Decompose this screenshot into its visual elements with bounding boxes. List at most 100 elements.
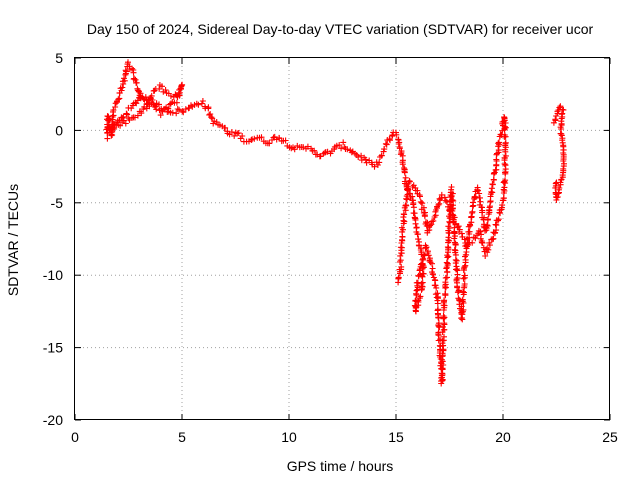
data-point [460, 275, 467, 282]
data-point [266, 140, 273, 147]
data-point [125, 59, 131, 66]
data-point [466, 228, 473, 235]
data-point [119, 115, 126, 121]
data-point [461, 263, 468, 270]
data-point [134, 97, 141, 104]
data-point [131, 75, 138, 82]
data-point [410, 210, 417, 217]
y-tick-label: -10 [43, 267, 63, 283]
data-point [415, 236, 422, 243]
data-point [405, 180, 412, 186]
data-point [439, 365, 446, 372]
data-point [492, 221, 499, 228]
data-point [395, 141, 402, 147]
data-point [125, 115, 132, 122]
data-point [441, 320, 448, 327]
data-point [157, 112, 164, 119]
data-point [291, 146, 298, 153]
data-point [235, 130, 242, 136]
data-point [387, 137, 393, 144]
data-point [121, 75, 127, 82]
data-point [468, 213, 475, 220]
data-point [480, 244, 487, 251]
data-point [398, 250, 405, 257]
data-point [478, 231, 485, 238]
x-axis-label: GPS time / hours [287, 458, 394, 474]
data-point [248, 137, 255, 143]
data-point [174, 93, 181, 100]
data-point [159, 83, 165, 90]
data-point [371, 163, 378, 170]
data-point [413, 298, 420, 305]
data-point [132, 76, 139, 83]
data-point [397, 258, 403, 265]
data-point [402, 207, 409, 214]
data-point [213, 119, 220, 125]
data-point [336, 142, 343, 148]
data-point [554, 108, 561, 115]
data-point [440, 313, 447, 319]
data-point [417, 198, 424, 205]
data-point [501, 126, 508, 133]
data-point [452, 241, 459, 248]
data-point [205, 105, 212, 112]
data-point [142, 94, 149, 101]
data-point [553, 179, 560, 186]
data-point [162, 87, 169, 93]
data-point [382, 140, 389, 147]
data-point [419, 257, 426, 263]
data-point [378, 152, 385, 159]
data-point [420, 209, 427, 216]
data-point [431, 214, 438, 220]
data-point [424, 227, 431, 234]
data-point [144, 100, 151, 107]
data-point [282, 137, 289, 144]
data-point [444, 260, 451, 267]
data-point [195, 101, 202, 108]
data-point [177, 85, 184, 92]
y-tick-label: -15 [43, 340, 63, 356]
data-point [404, 196, 410, 203]
data-point [444, 274, 450, 281]
data-point [502, 170, 509, 177]
data-point [199, 98, 206, 104]
data-point [397, 270, 403, 277]
data-point [500, 179, 507, 186]
data-point [381, 146, 388, 152]
data-point [176, 106, 183, 113]
data-point [399, 161, 406, 168]
data-point [451, 235, 458, 242]
data-point [348, 149, 355, 156]
data-point [443, 198, 450, 205]
data-point [228, 129, 235, 135]
data-point [162, 105, 168, 112]
data-point [402, 174, 409, 181]
data-point [383, 141, 390, 148]
data-point [491, 170, 497, 177]
data-point [166, 101, 173, 108]
y-tick-label: 0 [55, 122, 63, 138]
data-point [450, 214, 457, 221]
data-point [459, 298, 466, 305]
data-point [429, 218, 435, 225]
data-point [433, 294, 440, 301]
data-point [434, 300, 441, 307]
data-point [453, 220, 459, 227]
data-point [120, 113, 127, 120]
data-point [488, 236, 495, 243]
data-point [418, 260, 425, 267]
data-point [400, 220, 407, 227]
data-point [453, 266, 459, 273]
grid [75, 58, 610, 420]
data-point [444, 252, 451, 259]
x-tick-label: 5 [178, 429, 186, 445]
data-point [484, 222, 491, 229]
data-point [167, 100, 174, 107]
data-point [143, 97, 150, 104]
data-point [461, 281, 468, 287]
x-tick-label: 0 [71, 429, 79, 445]
data-point [133, 79, 140, 86]
data-point [340, 139, 347, 146]
data-point [495, 140, 502, 147]
data-point [454, 289, 461, 296]
